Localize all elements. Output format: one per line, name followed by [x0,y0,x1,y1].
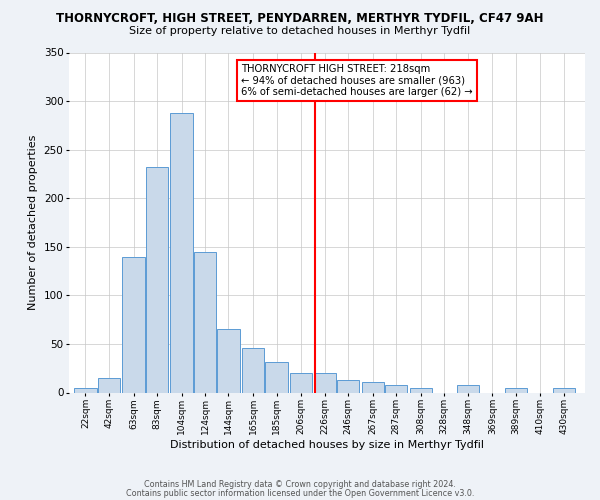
Bar [410,388,432,392]
Bar [122,256,145,392]
Text: Size of property relative to detached houses in Merthyr Tydfil: Size of property relative to detached ho… [130,26,470,36]
Bar [98,378,120,392]
Bar [290,373,313,392]
Text: Contains HM Land Registry data © Crown copyright and database right 2024.: Contains HM Land Registry data © Crown c… [144,480,456,489]
Bar [194,252,216,392]
Bar [146,167,168,392]
Bar [170,112,193,392]
Bar [217,330,239,392]
Text: THORNYCROFT, HIGH STREET, PENYDARREN, MERTHYR TYDFIL, CF47 9AH: THORNYCROFT, HIGH STREET, PENYDARREN, ME… [56,12,544,26]
Bar [314,373,336,392]
Bar [457,384,479,392]
Bar [553,388,575,392]
Bar [505,388,527,392]
Bar [385,384,407,392]
Text: Contains public sector information licensed under the Open Government Licence v3: Contains public sector information licen… [126,489,474,498]
Bar [74,388,97,392]
Bar [337,380,359,392]
Bar [362,382,384,392]
Y-axis label: Number of detached properties: Number of detached properties [28,135,38,310]
Text: THORNYCROFT HIGH STREET: 218sqm
← 94% of detached houses are smaller (963)
6% of: THORNYCROFT HIGH STREET: 218sqm ← 94% of… [241,64,473,98]
X-axis label: Distribution of detached houses by size in Merthyr Tydfil: Distribution of detached houses by size … [170,440,484,450]
Bar [242,348,264,393]
Bar [265,362,288,392]
